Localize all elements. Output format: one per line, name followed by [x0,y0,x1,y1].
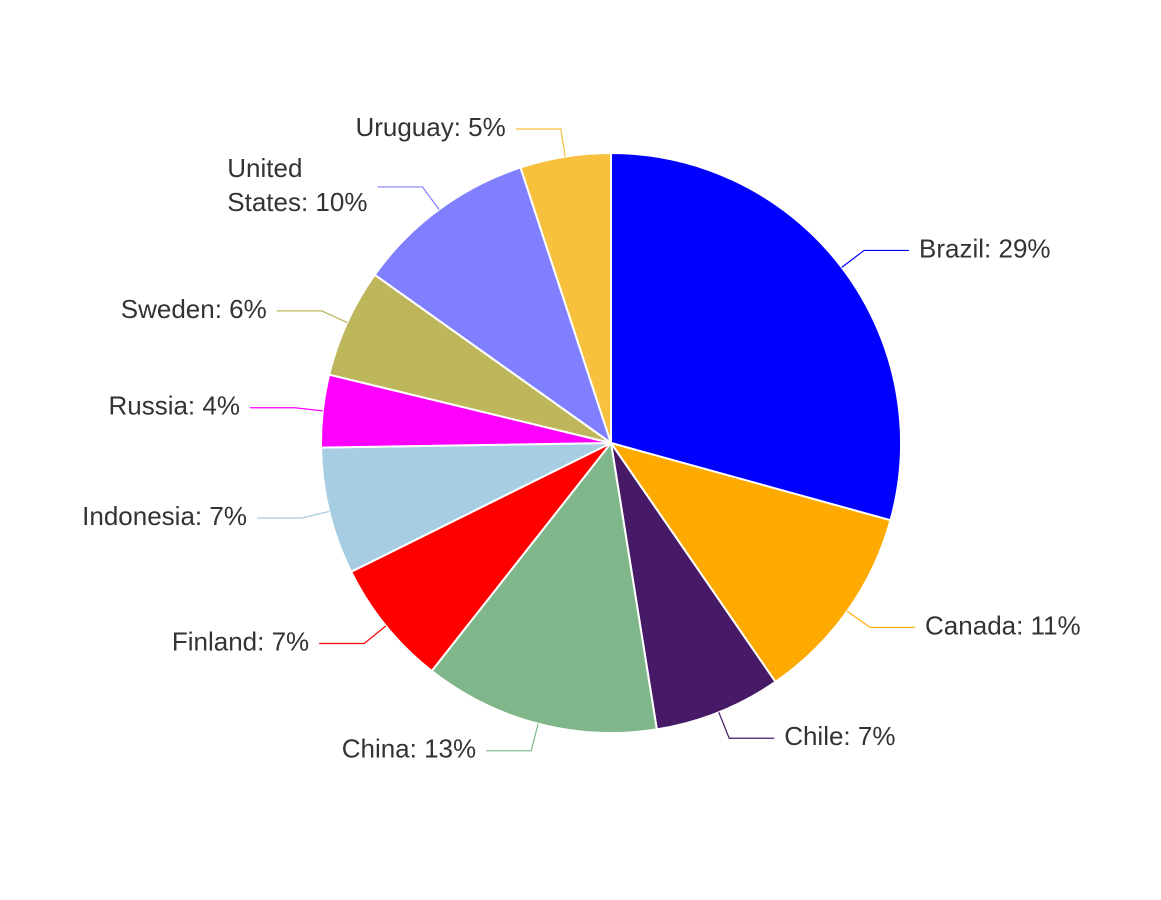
leader-line [846,610,916,629]
slice-label: Finland: 7% [172,626,309,656]
slice-label: Sweden: 6% [121,294,267,324]
pie-slice [373,166,613,446]
pie-slice [519,151,612,444]
pie-slice [430,440,658,734]
slice-label: China: 13% [342,734,476,764]
leader-line [249,407,323,412]
leader-line [319,625,387,645]
leader-line [256,510,330,519]
pie-slice [608,441,892,684]
slice-label: Indonesia: 7% [82,501,247,531]
pie-slice [349,442,612,673]
leader-line [377,186,440,210]
slice-label: Russia: 4% [108,391,240,421]
leader-line [515,128,566,157]
leader-line [486,723,539,752]
leader-line [718,712,775,739]
label-line: States: 10% [227,187,367,217]
leader-line [276,310,348,324]
label-line: United [227,153,309,183]
slice-label: Brazil: 29% [919,233,1051,263]
pie-slice [610,442,777,731]
leader-line [841,249,910,268]
slice-label: Chile: 7% [784,721,895,751]
pie-slice [610,151,902,522]
slice-label: United States: 10% [227,153,367,217]
slice-label: Uruguay: 5% [355,112,505,142]
slice-label: Canada: 11% [925,610,1081,640]
